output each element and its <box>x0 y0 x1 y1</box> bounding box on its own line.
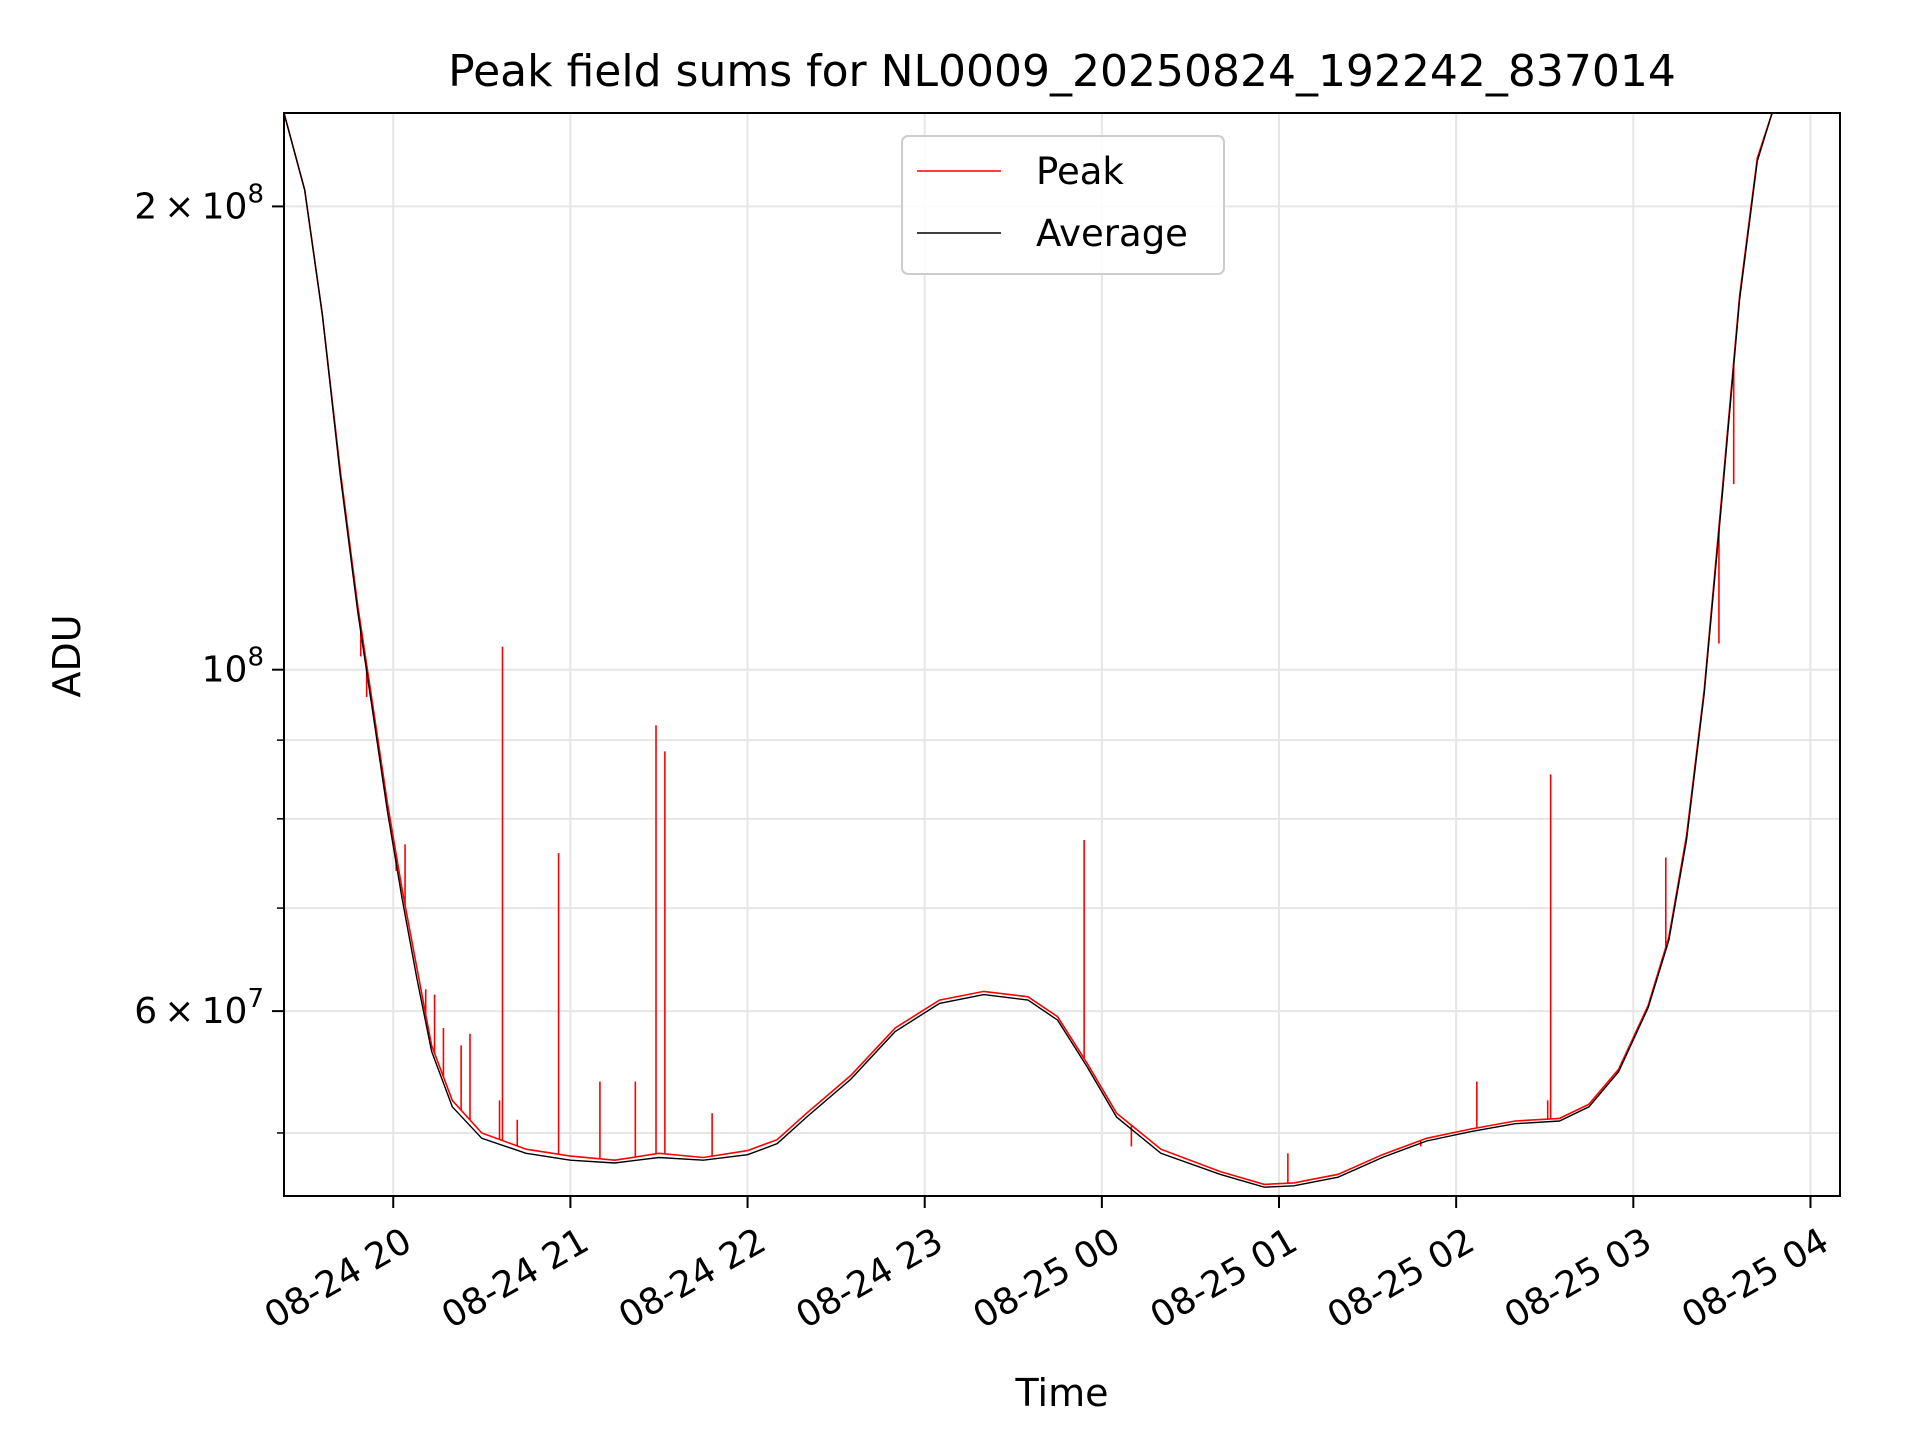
series-average-line <box>284 113 1840 1188</box>
legend-average-label: Average <box>1036 212 1188 255</box>
plot-frame <box>283 112 1841 1197</box>
y-tick-label: 108 <box>202 643 264 691</box>
chart-title: Peak field sums for NL0009_20250824_1922… <box>448 46 1676 97</box>
y-axis-label: ADU <box>45 614 89 697</box>
legend: Peak Average <box>901 135 1225 275</box>
y-axis: 2 × 108 108 6 × 107 <box>134 179 284 1134</box>
y-tick-label: 6 × 107 <box>134 984 264 1032</box>
series-layer <box>284 113 1840 1188</box>
legend-peak-label: Peak <box>1036 150 1124 193</box>
x-axis-label: Time <box>1015 1371 1109 1415</box>
y-tick-label: 2 × 108 <box>134 179 264 227</box>
